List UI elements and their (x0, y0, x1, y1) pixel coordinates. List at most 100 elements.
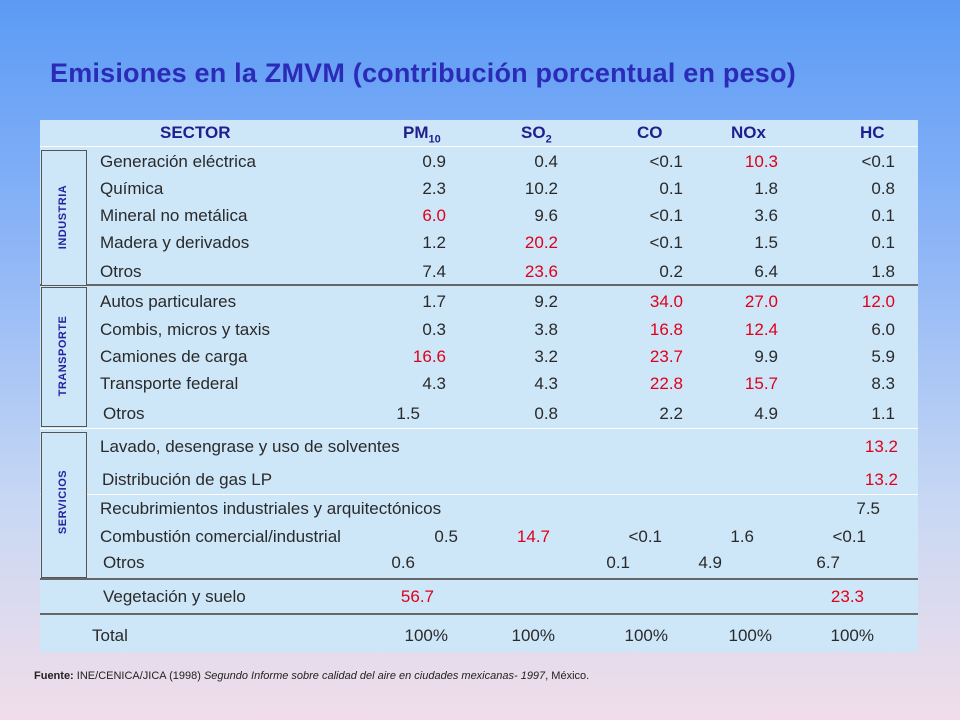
cell-so2: 14.7 (516, 527, 550, 546)
cell-pm10: 0.9 (422, 152, 446, 171)
cell-co: <0.1 (649, 233, 683, 252)
cell-pm10: 1.5 (396, 404, 420, 423)
row-label: Madera y derivados (100, 233, 250, 252)
cell-nox: 6.4 (754, 262, 778, 281)
header-sector: SECTOR (160, 123, 231, 142)
separator-vegetacion (40, 613, 918, 615)
cell-nox: 12.4 (744, 320, 778, 339)
cell-pm10: 4.3 (422, 374, 446, 393)
group-box-industria (41, 150, 87, 286)
cell-hc: 5.9 (871, 347, 895, 366)
cell-co: 23.7 (649, 347, 683, 366)
cell-nox: 9.9 (754, 347, 778, 366)
cell-nox: 4.9 (754, 404, 778, 423)
cell-hc: <0.1 (832, 527, 866, 546)
group-box-transporte (41, 287, 87, 427)
group-label-transporte: TRANSPORTE (57, 315, 69, 397)
cell-nox: 100% (728, 626, 772, 645)
cell-co: 2.2 (659, 404, 683, 423)
separator-industria (40, 284, 918, 286)
cell-pm10: 56.7 (400, 587, 434, 606)
cell-hc: 0.1 (871, 206, 895, 225)
cell-nox: 10.3 (744, 152, 778, 171)
separator-transporte (40, 428, 918, 429)
cell-pm10: 0.3 (422, 320, 446, 339)
group-label-servicios: SERVICIOS (57, 469, 69, 535)
row-label: Recubrimientos industriales y arquitectó… (100, 499, 442, 518)
cell-co: 34.0 (649, 292, 683, 311)
cell-hc: 6.7 (816, 553, 840, 572)
header-nox: NOx (731, 123, 766, 142)
row-label: Vegetación y suelo (103, 587, 246, 606)
cell-so2: 9.6 (534, 206, 558, 225)
slide-title: Emisiones en la ZMVM (contribución porce… (50, 58, 796, 88)
cell-pm10: 7.4 (422, 262, 446, 281)
cell-pm10: 2.3 (422, 179, 446, 198)
cell-so2: 0.8 (534, 404, 558, 423)
row-label: Distribución de gas LP (102, 470, 273, 489)
cell-nox: 15.7 (744, 374, 778, 393)
cell-so2: 9.2 (534, 292, 558, 311)
cell-hc: 23.3 (830, 587, 864, 606)
row-label: Mineral no metálica (100, 206, 248, 225)
cell-so2: 3.2 (534, 347, 558, 366)
row-label: Otros (100, 262, 142, 281)
cell-hc: 1.1 (871, 404, 895, 423)
cell-hc: 0.8 (871, 179, 895, 198)
header-separator (40, 146, 918, 147)
separator-servicios (40, 578, 918, 580)
cell-so2: 0.4 (534, 152, 558, 171)
row-label: Lavado, desengrase y uso de solventes (100, 437, 400, 456)
cell-hc: 6.0 (871, 320, 895, 339)
cell-hc: 13.2 (864, 470, 898, 489)
row-label: Combustión comercial/industrial (100, 527, 341, 546)
cell-nox: 3.6 (754, 206, 778, 225)
cell-so2: 23.6 (524, 262, 558, 281)
row-label: Autos particulares (100, 292, 237, 311)
row-label: Otros (103, 553, 145, 572)
cell-nox: 4.9 (698, 553, 722, 572)
cell-co: <0.1 (649, 206, 683, 225)
cell-co: <0.1 (628, 527, 662, 546)
cell-so2: 20.2 (524, 233, 558, 252)
cell-co: 0.1 (606, 553, 630, 572)
cell-nox: 1.8 (754, 179, 778, 198)
header-co: CO (637, 123, 663, 142)
cell-so2: 10.2 (524, 179, 558, 198)
separator-servicios-inner (40, 494, 918, 495)
cell-nox: 1.5 (754, 233, 778, 252)
cell-nox: 1.6 (730, 527, 754, 546)
cell-hc: 13.2 (864, 437, 898, 456)
cell-hc: 8.3 (871, 374, 895, 393)
header-hc: HC (860, 123, 885, 142)
group-label-industria: INDUSTRIA (57, 184, 69, 250)
cell-co: 16.8 (649, 320, 683, 339)
cell-co: 0.1 (659, 179, 683, 198)
header-so2: SO2 (521, 123, 552, 146)
cell-hc: 0.1 (871, 233, 895, 252)
row-label: Generación eléctrica (100, 152, 256, 171)
header-pm10: PM10 (403, 123, 441, 146)
cell-co: 22.8 (649, 374, 683, 393)
cell-pm10: 100% (404, 626, 448, 645)
row-label: Química (100, 179, 164, 198)
source-note: Fuente: INE/CENICA/JICA (1998) Segundo I… (34, 670, 590, 682)
cell-hc: 12.0 (861, 292, 895, 311)
cell-hc: 7.5 (856, 499, 880, 518)
cell-pm10: 0.6 (391, 553, 415, 572)
cell-pm10: 0.5 (434, 527, 458, 546)
emissions-table (40, 120, 918, 652)
cell-so2: 100% (511, 626, 555, 645)
row-label: Camiones de carga (100, 347, 248, 366)
cell-hc: 100% (830, 626, 874, 645)
cell-pm10: 6.0 (422, 206, 446, 225)
cell-co: 0.2 (659, 262, 683, 281)
cell-hc: 1.8 (871, 262, 895, 281)
group-box-servicios (41, 432, 87, 578)
cell-pm10: 1.2 (422, 233, 446, 252)
cell-hc: <0.1 (861, 152, 895, 171)
cell-pm10: 1.7 (422, 292, 446, 311)
cell-nox: 27.0 (744, 292, 778, 311)
cell-co: 100% (624, 626, 668, 645)
row-label: Combis, micros y taxis (100, 320, 271, 339)
